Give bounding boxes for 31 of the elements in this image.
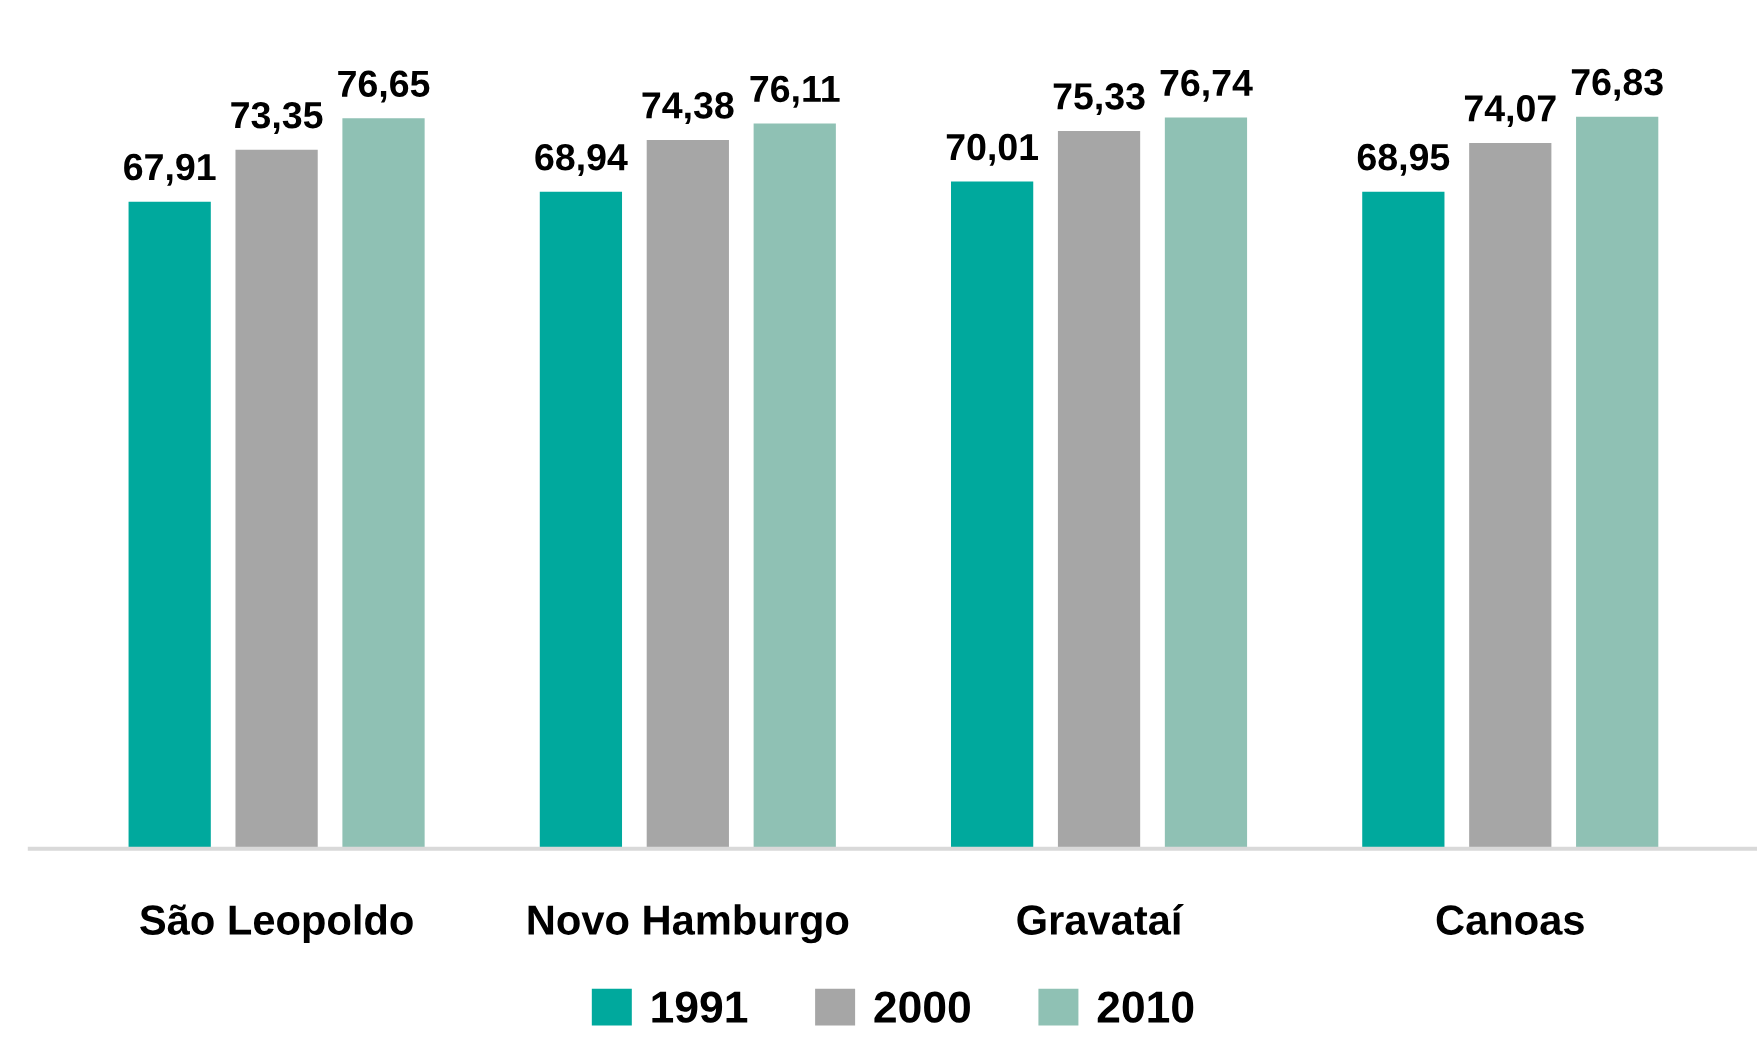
data-label: 68,94 bbox=[535, 143, 628, 176]
legend-label: 2000 bbox=[874, 991, 970, 1023]
data-label: 76,65 bbox=[338, 70, 430, 103]
bar bbox=[951, 181, 1034, 849]
data-label: 75,33 bbox=[1053, 83, 1145, 116]
legend-label: 1991 bbox=[652, 991, 748, 1023]
data-label: 67,91 bbox=[124, 153, 216, 186]
x-tick-label: São Leopoldo bbox=[140, 904, 413, 944]
bar bbox=[1362, 191, 1445, 849]
data-label: 74,07 bbox=[1464, 95, 1556, 128]
x-tick-label: Canoas bbox=[1436, 905, 1584, 935]
data-label: 73,35 bbox=[231, 101, 323, 134]
bar bbox=[235, 149, 318, 849]
data-label: 70,01 bbox=[946, 133, 1039, 166]
bar bbox=[646, 139, 729, 849]
bar bbox=[1469, 142, 1552, 849]
bar bbox=[342, 118, 425, 849]
data-label: 68,95 bbox=[1357, 143, 1450, 176]
bar bbox=[1576, 116, 1659, 849]
x-tick-label: Gravataí bbox=[1017, 903, 1184, 935]
bar bbox=[1057, 130, 1141, 849]
data-label: 76,83 bbox=[1571, 68, 1663, 101]
bar bbox=[539, 191, 623, 849]
data-label: 76,11 bbox=[750, 75, 840, 108]
bar bbox=[128, 201, 211, 849]
x-tick-label: Novo Hamburgo bbox=[528, 904, 849, 944]
bar bbox=[1164, 117, 1248, 849]
bar bbox=[753, 123, 836, 849]
data-label: 74,38 bbox=[642, 92, 734, 125]
legend-label: 2010 bbox=[1097, 991, 1194, 1023]
data-label: 76,74 bbox=[1160, 69, 1253, 102]
